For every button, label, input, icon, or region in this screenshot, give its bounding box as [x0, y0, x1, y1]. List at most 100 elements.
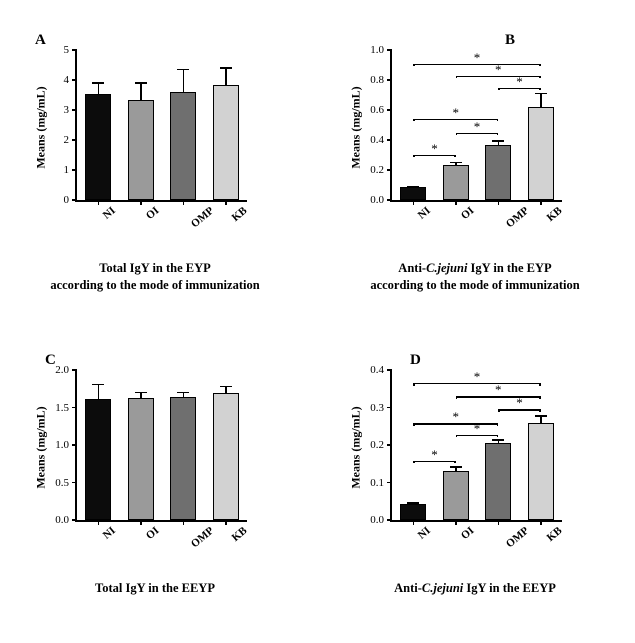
sig-bracket [456, 76, 457, 78]
ytick-label: 1.5 [55, 402, 77, 414]
caption-a-l1: Total IgY in the EYP [99, 261, 211, 275]
sig-bracket [539, 396, 540, 399]
sig-bracket [456, 435, 457, 438]
bar [213, 85, 239, 201]
sig-bracket [539, 76, 540, 78]
xtick [225, 520, 227, 525]
ytick-label: 2 [64, 134, 78, 146]
error-cap [492, 140, 504, 142]
ytick-label: 0.5 [55, 477, 77, 489]
caption-b-l1b: IgY in the EYP [467, 261, 551, 275]
error-cap [220, 386, 232, 388]
caption-d-l1a: Anti- [394, 581, 422, 595]
xtick-label: KB [540, 520, 564, 544]
caption-b-l1a: Anti- [398, 261, 426, 275]
xtick [455, 200, 457, 205]
plot-d: 0.00.10.20.30.4NIOIOMPKB****** [390, 370, 562, 522]
sig-bracket [454, 461, 455, 464]
caption-a-l2: according to the mode of immunization [50, 278, 259, 292]
bar [443, 471, 469, 520]
ytick-label: 5 [64, 44, 78, 56]
error-cap [135, 82, 147, 84]
xtick [183, 520, 185, 525]
sig-star: * [516, 395, 523, 411]
sig-bracket [413, 461, 414, 464]
xtick [498, 520, 500, 525]
sig-star: * [453, 409, 460, 425]
bar [85, 399, 111, 521]
sig-bracket [539, 64, 540, 66]
ylabel-a: Means (mg/mL) [34, 68, 49, 188]
ytick-label: 0.0 [55, 514, 77, 526]
sig-star: * [474, 50, 481, 66]
xtick [455, 520, 457, 525]
sig-bracket [454, 155, 455, 157]
bar [85, 94, 111, 201]
ytick-label: 0.3 [370, 402, 392, 414]
caption-c-l1: Total IgY in the EEYP [95, 581, 215, 595]
error-bar [140, 83, 142, 100]
sig-bracket [539, 383, 540, 386]
error-cap [450, 162, 462, 164]
sig-bracket [497, 119, 498, 121]
error-cap [135, 392, 147, 394]
plot-a: 012345NIOIOMPKB [75, 50, 247, 202]
sig-bracket [497, 423, 498, 426]
error-cap [407, 502, 419, 504]
xtick [140, 200, 142, 205]
caption-d: Anti-C.jejuni IgY in the EEYP [325, 580, 625, 597]
panel-c: Means (mg/mL) 0.00.51.01.52.0NIOIOMPKB [15, 360, 305, 570]
ytick-label: 3 [64, 104, 78, 116]
xtick-label: OMP [500, 200, 531, 230]
sig-bracket [456, 396, 457, 399]
error-bar [225, 68, 227, 85]
ytick-label: 0.2 [370, 164, 392, 176]
error-cap [535, 415, 547, 417]
error-cap [220, 67, 232, 69]
plot-b: 0.00.20.40.60.81.0NIOIOMPKB****** [390, 50, 562, 202]
error-cap [492, 439, 504, 441]
ytick-label: 0.0 [370, 514, 392, 526]
xtick-label: OMP [500, 520, 531, 550]
ytick-label: 0.6 [370, 104, 392, 116]
xtick [540, 520, 542, 525]
caption-b-l2: according to the mode of immunization [370, 278, 579, 292]
sig-bracket [539, 88, 540, 90]
error-cap [407, 186, 419, 188]
error-bar [183, 70, 185, 93]
xtick [140, 520, 142, 525]
ytick-label: 0.1 [370, 477, 392, 489]
caption-a: Total IgY in the EYP according to the mo… [10, 260, 300, 294]
xtick-label: OMP [185, 200, 216, 230]
sig-bracket [413, 383, 414, 386]
bar [128, 100, 154, 201]
bar [170, 92, 196, 200]
bar [170, 397, 196, 520]
error-cap [177, 69, 189, 71]
bar [128, 398, 154, 520]
xtick-label: OI [140, 200, 161, 222]
ytick-label: 0.4 [370, 364, 392, 376]
sig-star: * [431, 447, 438, 463]
xtick-label: NI [97, 200, 118, 222]
plot-c: 0.00.51.01.52.0NIOIOMPKB [75, 370, 247, 522]
ytick-label: 0 [64, 194, 78, 206]
xtick-label: NI [97, 520, 118, 542]
xtick-label: KB [225, 200, 249, 224]
ytick-label: 0.2 [370, 439, 392, 451]
sig-star: * [474, 119, 481, 135]
caption-b: Anti-C.jejuni IgY in the EYP according t… [325, 260, 625, 294]
ylabel-c: Means (mg/mL) [34, 388, 49, 508]
ytick-label: 2.0 [55, 364, 77, 376]
error-bar [540, 416, 542, 422]
xtick-label: NI [412, 520, 433, 542]
caption-b-l1i: C.jejuni [426, 261, 467, 275]
error-cap [450, 466, 462, 468]
sig-bracket [413, 64, 414, 66]
xtick-label: OI [455, 520, 476, 542]
caption-d-l1b: IgY in the EEYP [463, 581, 556, 595]
error-cap [177, 392, 189, 394]
sig-bracket [413, 155, 414, 157]
xtick [413, 200, 415, 205]
error-bar [98, 384, 100, 398]
